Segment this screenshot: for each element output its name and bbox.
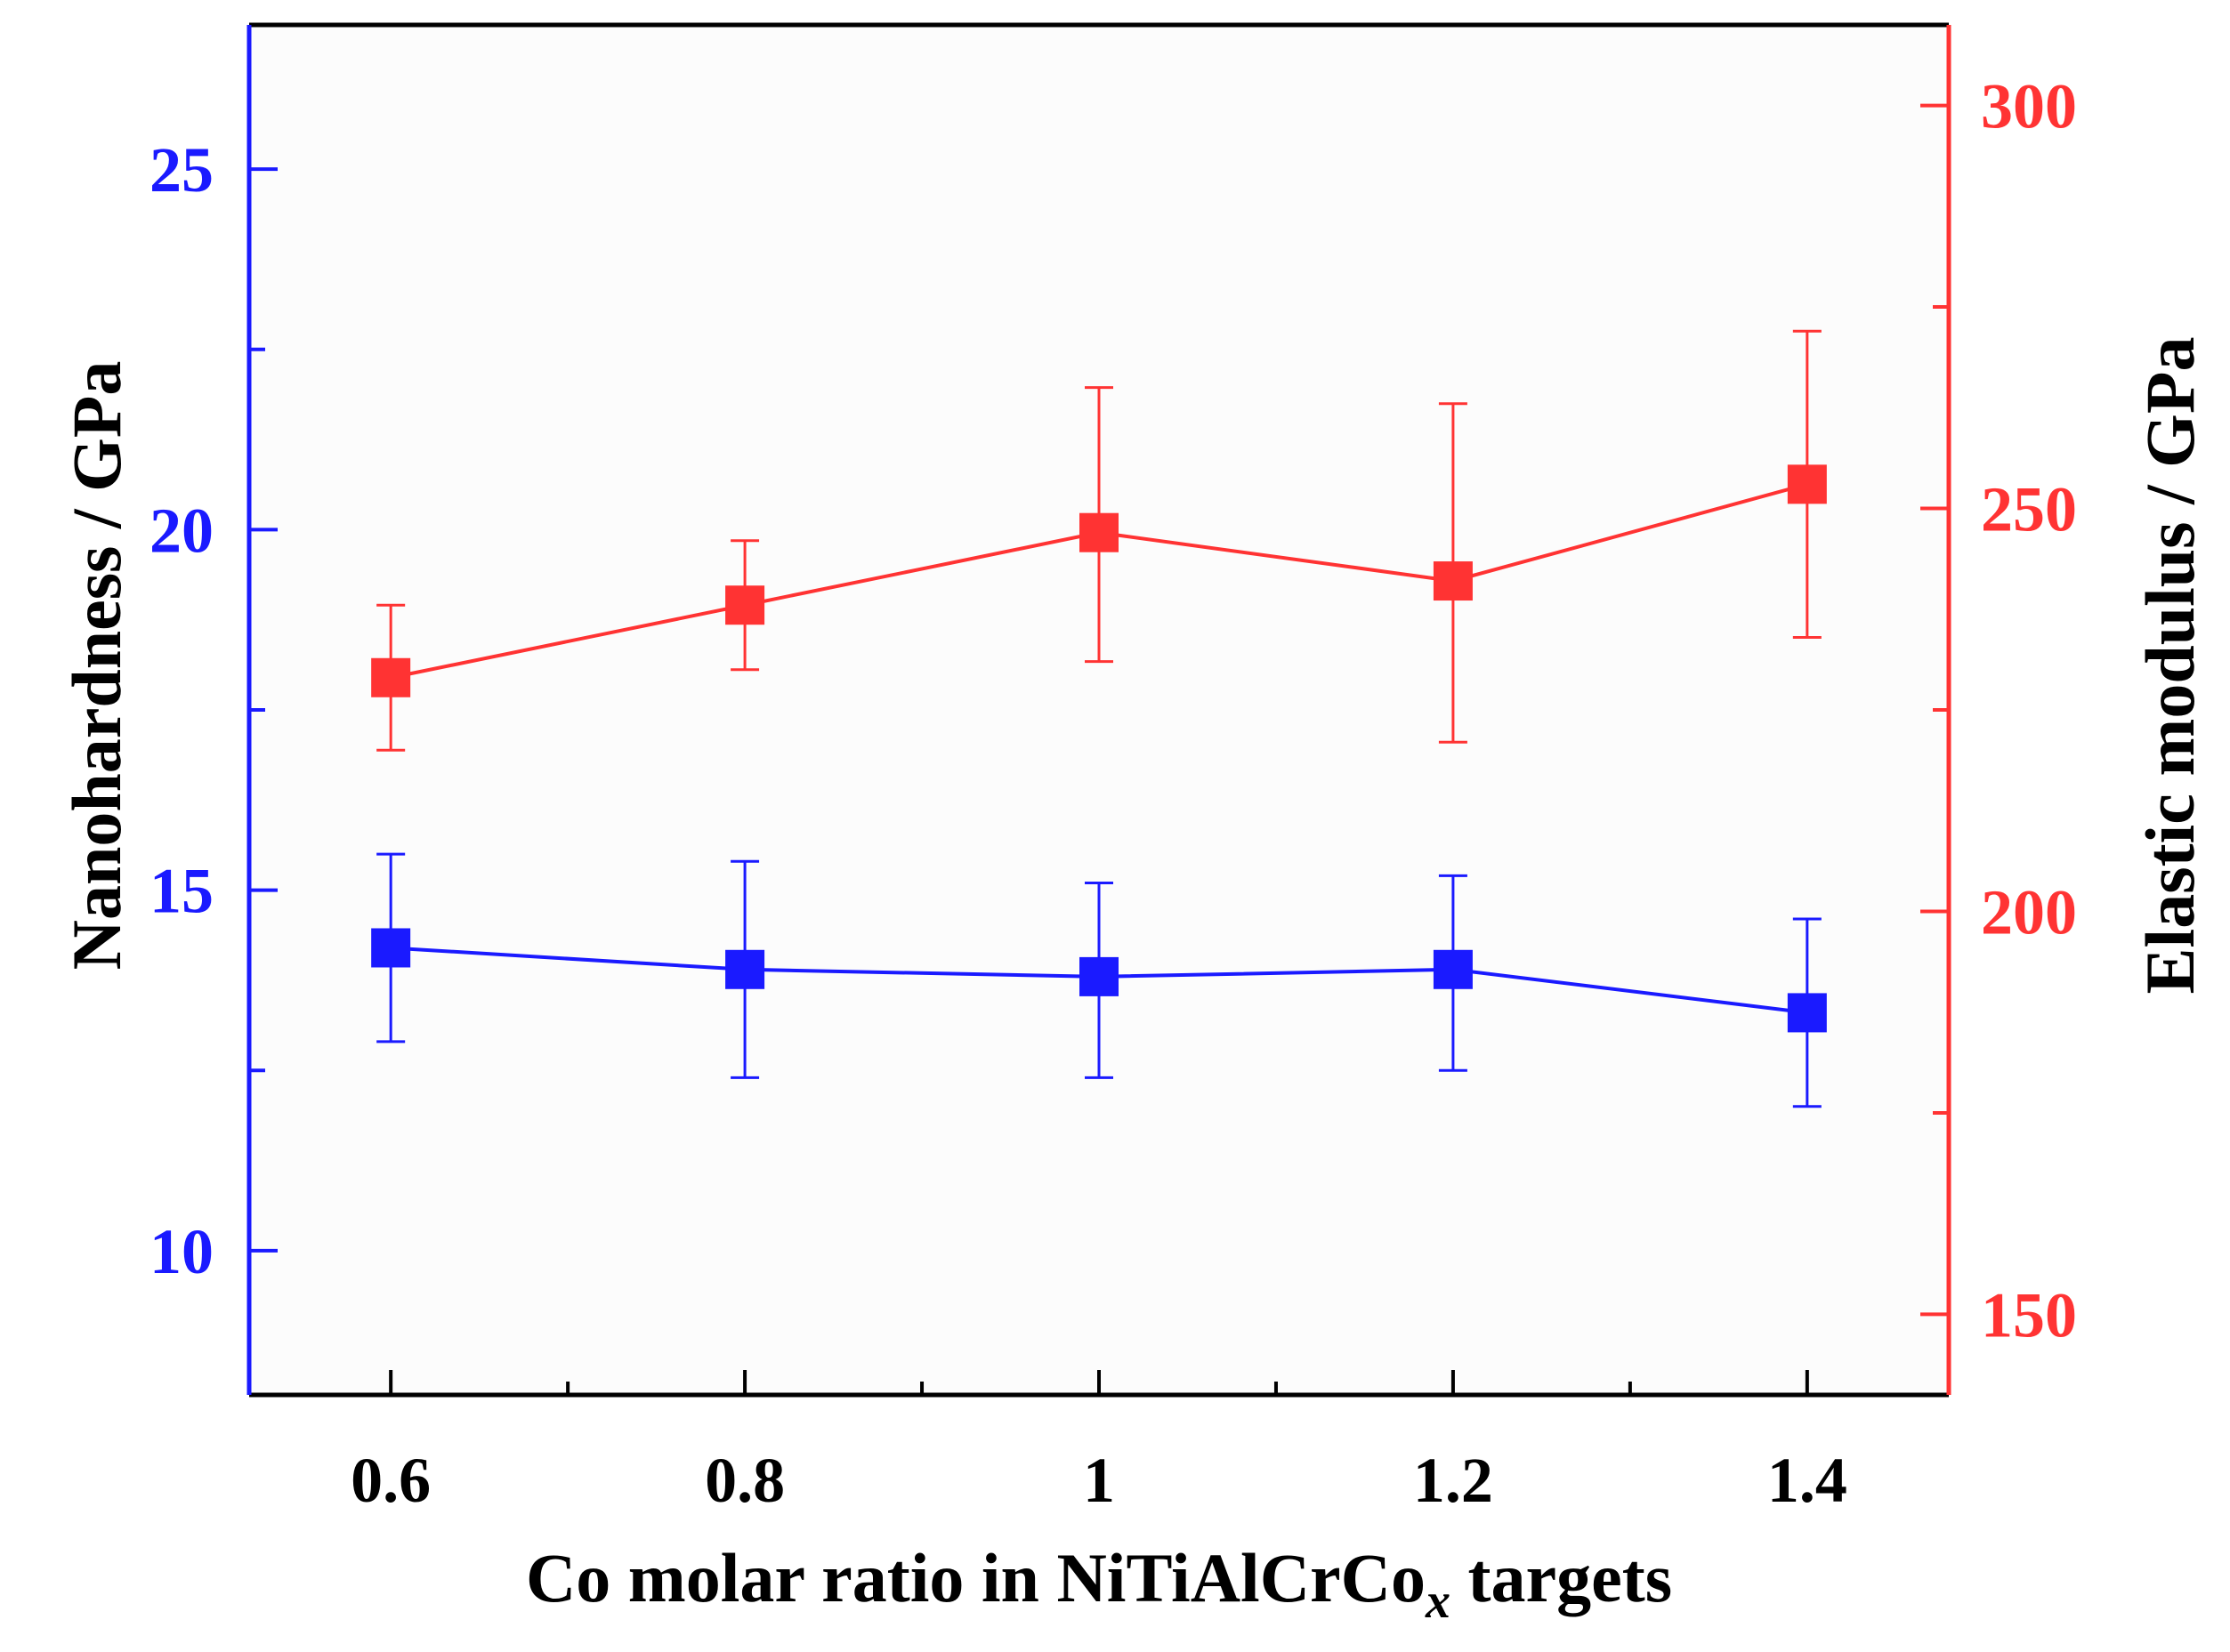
- x-tick-label: 1.4: [1767, 1445, 1847, 1516]
- data-point: [1433, 949, 1473, 989]
- series-elastic-modulus: [371, 329, 1827, 752]
- data-point: [371, 657, 411, 697]
- right-axis-title: Elastic modulus / GPa: [2131, 337, 2209, 995]
- data-point: [1787, 464, 1827, 504]
- data-point: [725, 949, 765, 989]
- x-tick-label: 1: [1083, 1445, 1115, 1516]
- x-tick-label: 1.2: [1413, 1445, 1493, 1516]
- data-point: [725, 585, 765, 625]
- x-tick-label: 0.8: [705, 1445, 785, 1516]
- left-tick-label: 25: [149, 134, 214, 205]
- left-tick-label: 15: [149, 856, 214, 927]
- right-tick-label: 200: [1981, 876, 2077, 947]
- right-tick-label: 300: [1981, 71, 2077, 142]
- x-tick-label: 0.6: [351, 1445, 431, 1516]
- right-tick-label: 150: [1981, 1279, 2077, 1350]
- data-point: [1787, 993, 1827, 1033]
- data-point: [371, 928, 411, 968]
- series-nanohardness: [371, 852, 1827, 1108]
- data-point: [1433, 561, 1473, 601]
- data-point: [1079, 956, 1119, 996]
- right-tick-label: 250: [1981, 474, 2077, 545]
- left-tick-label: 20: [149, 495, 214, 566]
- left-axis-title: Nanohardness / GPa: [58, 361, 135, 971]
- data-point: [1079, 512, 1119, 552]
- x-axis-title: Co molar ratio in NiTiAlCrCox targets: [526, 1539, 1672, 1629]
- left-tick-label: 10: [149, 1216, 214, 1287]
- plot-area: [249, 25, 1949, 1395]
